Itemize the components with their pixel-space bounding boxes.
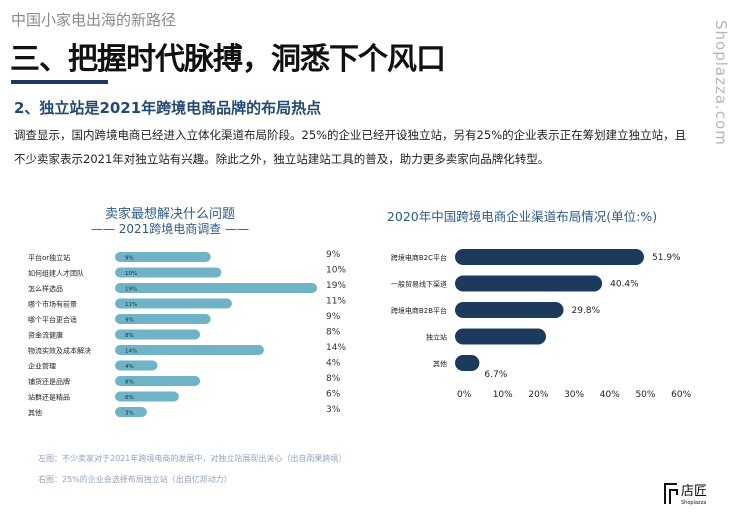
right-bar <box>455 355 480 371</box>
body-text-line1: 调查显示，国内跨境电商已经进入立体化渠道布局阶段。25%的企业已经开设独立站，另… <box>14 128 687 142</box>
right-value-label: 40.4% <box>610 280 639 290</box>
left-value-label: 9% <box>326 312 341 322</box>
footnote-left: 左图：不少卖家对于2021年跨境电商的发展中，对独立站展现出关心（出自雨果跨境） <box>38 454 347 463</box>
right-category-label: 一般贸易线下渠道 <box>391 280 447 289</box>
left-bar <box>115 345 264 355</box>
left-bar-label: 9% <box>125 256 134 262</box>
right-category-label: 跨境电商B2B平台 <box>391 306 447 315</box>
x-tick-label: 40% <box>600 390 620 400</box>
left-category-label: 企业管理 <box>28 362 56 371</box>
x-tick-label: 50% <box>635 390 655 400</box>
right-bar <box>455 328 547 345</box>
right-value-label: 29.8% <box>572 306 601 316</box>
left-bar <box>115 298 232 309</box>
left-bar <box>115 267 222 278</box>
left-value-label: 8% <box>326 328 341 338</box>
left-value-label: 8% <box>326 374 341 384</box>
logo-text: 店匠 <box>681 484 707 499</box>
left-bar-label: 4% <box>125 364 134 370</box>
left-value-label: 14% <box>326 343 346 353</box>
left-chart-title: 卖家最想解决什么问题 <box>104 207 235 222</box>
left-category-label: 怎么样选品 <box>28 284 63 293</box>
left-bar <box>115 360 158 371</box>
left-bar <box>115 391 179 402</box>
left-value-label: 6% <box>326 390 341 400</box>
left-value-label: 11% <box>326 297 346 307</box>
title-underline <box>11 80 108 84</box>
x-tick-label: 30% <box>564 390 584 400</box>
x-tick-label: 20% <box>528 390 548 400</box>
left-bar-label: 8% <box>125 333 134 339</box>
x-tick-label: 10% <box>493 390 513 400</box>
left-category-label: 平台or独立站 <box>28 253 70 262</box>
left-bar-label: 3% <box>125 411 134 417</box>
left-bar <box>115 283 317 293</box>
left-value-label: 3% <box>326 405 341 415</box>
left-value-label: 19% <box>326 281 346 291</box>
left-value-label: 9% <box>326 250 341 260</box>
left-category-label: 物流实效及成本解决 <box>28 346 91 355</box>
left-bar <box>115 407 147 417</box>
left-category-label: 哪个平台更合适 <box>28 315 77 324</box>
pretitle: 中国小家电出海的新路径 <box>11 11 177 29</box>
right-bar <box>455 249 644 265</box>
left-chart: 平台or独立站 9% 9% 如何组建人才团队 10% 10% 怎么样选品 19% 19% 哪个市场… <box>28 250 346 417</box>
left-bar-label: 11% <box>125 302 137 308</box>
left-value-label: 10% <box>326 266 346 276</box>
left-bar-label: 10% <box>125 271 137 277</box>
left-category-label: 铺货还是品牌 <box>28 377 70 386</box>
footnote-right: 右图：25%的企业会选择布局独立站（出自亿邦动力） <box>38 475 232 484</box>
section-subtitle: 2、独立站是2021年跨境电商品牌的布局热点 <box>14 99 322 117</box>
shoplazza-logo: 店匠 Shoplazza <box>663 480 723 506</box>
right-bar <box>455 302 564 318</box>
left-bar <box>115 252 211 262</box>
left-value-label: 4% <box>326 359 341 369</box>
left-category-label: 其他 <box>28 408 42 417</box>
left-category-label: 站群还是精品 <box>28 393 70 402</box>
left-bar-label: 19% <box>125 287 137 293</box>
right-category-label: 跨境电商B2C平台 <box>391 253 447 262</box>
x-tick-label: 60% <box>671 390 691 400</box>
page-title: 三、把握时代脉搏，洞悉下个风口 <box>10 42 446 77</box>
left-bar-label: 9% <box>125 318 134 324</box>
right-category-label: 独立站 <box>426 333 447 342</box>
body-text-line2: 不少卖家表示2021年对独立站有兴趣。除此之外，独立站建站工具的普及，助力更多卖… <box>14 152 550 166</box>
left-bar-label: 8% <box>125 380 134 386</box>
right-category-label: 其他 <box>433 359 447 368</box>
left-bar-label: 14% <box>125 349 137 355</box>
left-category-label: 资金流健康 <box>28 331 63 340</box>
left-category-label: 如何组建人才团队 <box>28 269 84 278</box>
left-bar <box>115 376 201 386</box>
right-value-label: 51.9% <box>652 253 681 263</box>
watermark: Shoplazza.com <box>712 20 730 146</box>
logo-subtext: Shoplazza <box>681 500 706 506</box>
right-value-label: 6.7% <box>484 370 507 380</box>
left-bar <box>115 314 211 324</box>
left-category-label: 哪个市场有前景 <box>28 300 77 309</box>
left-bar-label: 6% <box>125 395 134 401</box>
x-tick-label: 0% <box>457 390 472 400</box>
logo-mark-icon: 店匠 Shoplazza <box>664 483 707 506</box>
left-bar <box>115 329 201 340</box>
right-bar <box>455 275 603 292</box>
right-chart-title: 2020年中国跨境电商企业渠道布局情况(单位:%) <box>386 209 658 224</box>
right-chart: 跨境电商B2C平台 51.9% 一般贸易线下渠道 40.4% 跨境电商B2B平台 29.8… <box>391 249 692 400</box>
left-chart-subtitle: —— 2021跨境电商调查 —— <box>90 222 250 236</box>
